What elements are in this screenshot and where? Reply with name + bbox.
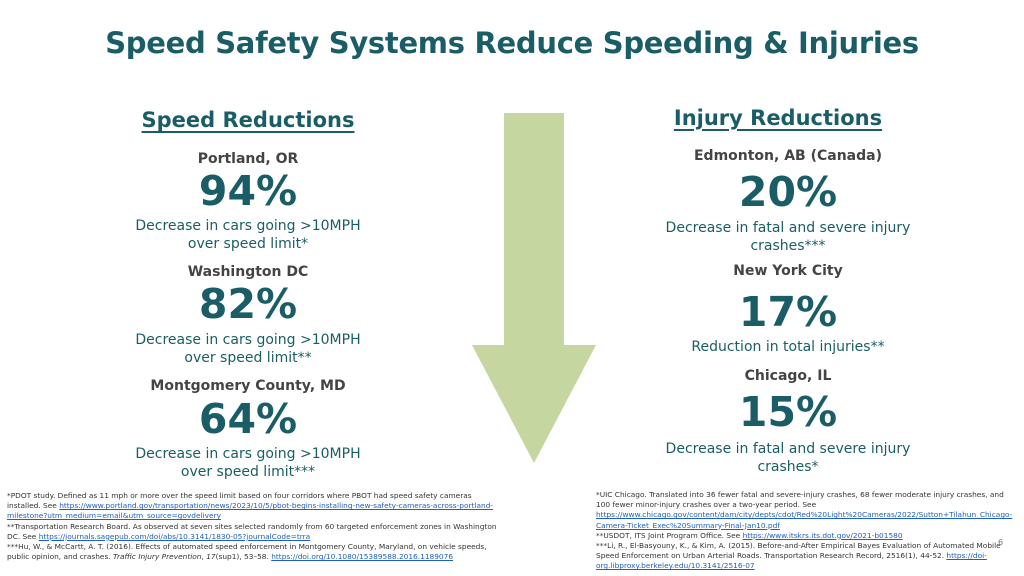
left-value-portland: 94%	[198, 167, 298, 215]
right-value-edmonton: 20%	[738, 168, 838, 216]
footnote-text: **USDOT, ITS Joint Program Office. See	[596, 530, 743, 540]
footnote-text: *UIC Chicago. Translated into 36 fewer f…	[596, 490, 1004, 510]
desc-line: crashes***	[750, 238, 826, 254]
footnote-text: **Transportation Research Board. As obse…	[7, 521, 497, 541]
left-desc-portland: Decrease in cars going >10MPH over speed…	[120, 217, 376, 253]
left-place-washington: Washington DC	[187, 264, 309, 280]
footnote-washington: **Transportation Research Board. As obse…	[7, 522, 502, 542]
speed-reductions-heading: Speed Reductions	[141, 108, 355, 132]
footnote-link-edmonton[interactable]: https://doi-org.libproxy.berkeley.edu/10…	[596, 551, 987, 571]
right-desc-chicago: Decrease in fatal and severe injury cras…	[640, 440, 936, 476]
footnote-nyc: **USDOT, ITS Joint Program Office. See h…	[596, 531, 1016, 541]
desc-line: Decrease in cars going >10MPH	[135, 218, 361, 234]
desc-line: Reduction in total injuries**	[691, 339, 885, 355]
footnote-montgomery: ***Hu, W., & McCartt, A. T. (2016). Effe…	[7, 542, 502, 562]
footnote-text: ***Li, R., El-Basyouny, K., & Kim, A. (2…	[596, 541, 1001, 561]
left-value-washington: 82%	[198, 280, 298, 328]
journal-volume: 17	[206, 552, 216, 562]
desc-line: Decrease in cars going >10MPH	[135, 446, 361, 462]
desc-line: over speed limit***	[180, 464, 316, 480]
desc-line: over speed limit**	[184, 350, 312, 366]
footnote-edmonton: ***Li, R., El-Basyouny, K., & Kim, A. (2…	[596, 541, 1016, 572]
right-value-chicago: 15%	[738, 388, 838, 436]
right-desc-edmonton: Decrease in fatal and severe injury cras…	[640, 219, 936, 255]
footnote-link-nyc[interactable]: https://www.itskrs.its.dot.gov/2021-b015…	[742, 530, 903, 540]
footnote-text: ***Hu, W., & McCartt, A. T. (2016). Effe…	[7, 542, 487, 562]
footnotes-left: *PDOT study. Defined as 11 mph or more o…	[7, 491, 502, 562]
footnote-portland: *PDOT study. Defined as 11 mph or more o…	[7, 491, 502, 522]
footnote-link-chicago[interactable]: https://www.chicago.gov/content/dam/city…	[596, 510, 1013, 530]
journal-name: Traffic Injury Prevention	[113, 552, 202, 562]
injury-reductions-heading: Injury Reductions	[673, 106, 883, 130]
desc-line: crashes*	[757, 459, 819, 475]
left-place-montgomery: Montgomery County, MD	[150, 378, 346, 394]
page-number: 6	[998, 538, 1004, 547]
right-desc-nyc: Reduction in total injuries**	[640, 338, 936, 356]
desc-line: Decrease in fatal and severe injury	[665, 441, 911, 457]
desc-line: Decrease in cars going >10MPH	[135, 332, 361, 348]
left-place-portland: Portland, OR	[197, 151, 299, 167]
right-place-edmonton: Edmonton, AB (Canada)	[693, 148, 882, 164]
left-desc-montgomery: Decrease in cars going >10MPH over speed…	[120, 445, 376, 481]
footnote-text: *PDOT study. Defined as 11 mph or more o…	[7, 491, 472, 511]
footnote-chicago: *UIC Chicago. Translated into 36 fewer f…	[596, 490, 1016, 531]
slide-title: Speed Safety Systems Reduce Speeding & I…	[105, 26, 919, 60]
left-desc-washington: Decrease in cars going >10MPH over speed…	[120, 331, 376, 367]
down-arrow-icon	[472, 113, 596, 463]
footnote-link-washington[interactable]: https://journals.sagepub.com/doi/abs/10.…	[38, 531, 311, 541]
desc-line: Decrease in fatal and severe injury	[665, 220, 911, 236]
desc-line: over speed limit*	[187, 236, 309, 252]
footnote-link-portland[interactable]: https://www.portland.gov/transportation/…	[7, 501, 494, 521]
right-place-chicago: Chicago, IL	[744, 368, 832, 384]
footnote-text: (sup1), 53–58.	[215, 552, 272, 562]
footnote-text: ,	[201, 552, 207, 562]
right-place-nyc: New York City	[733, 263, 843, 279]
footnotes-right: *UIC Chicago. Translated into 36 fewer f…	[596, 490, 1016, 572]
right-value-nyc: 17%	[738, 288, 838, 336]
footnote-link-montgomery[interactable]: https://doi.org/10.1080/15389588.2016.11…	[271, 552, 454, 562]
left-value-montgomery: 64%	[198, 395, 298, 443]
